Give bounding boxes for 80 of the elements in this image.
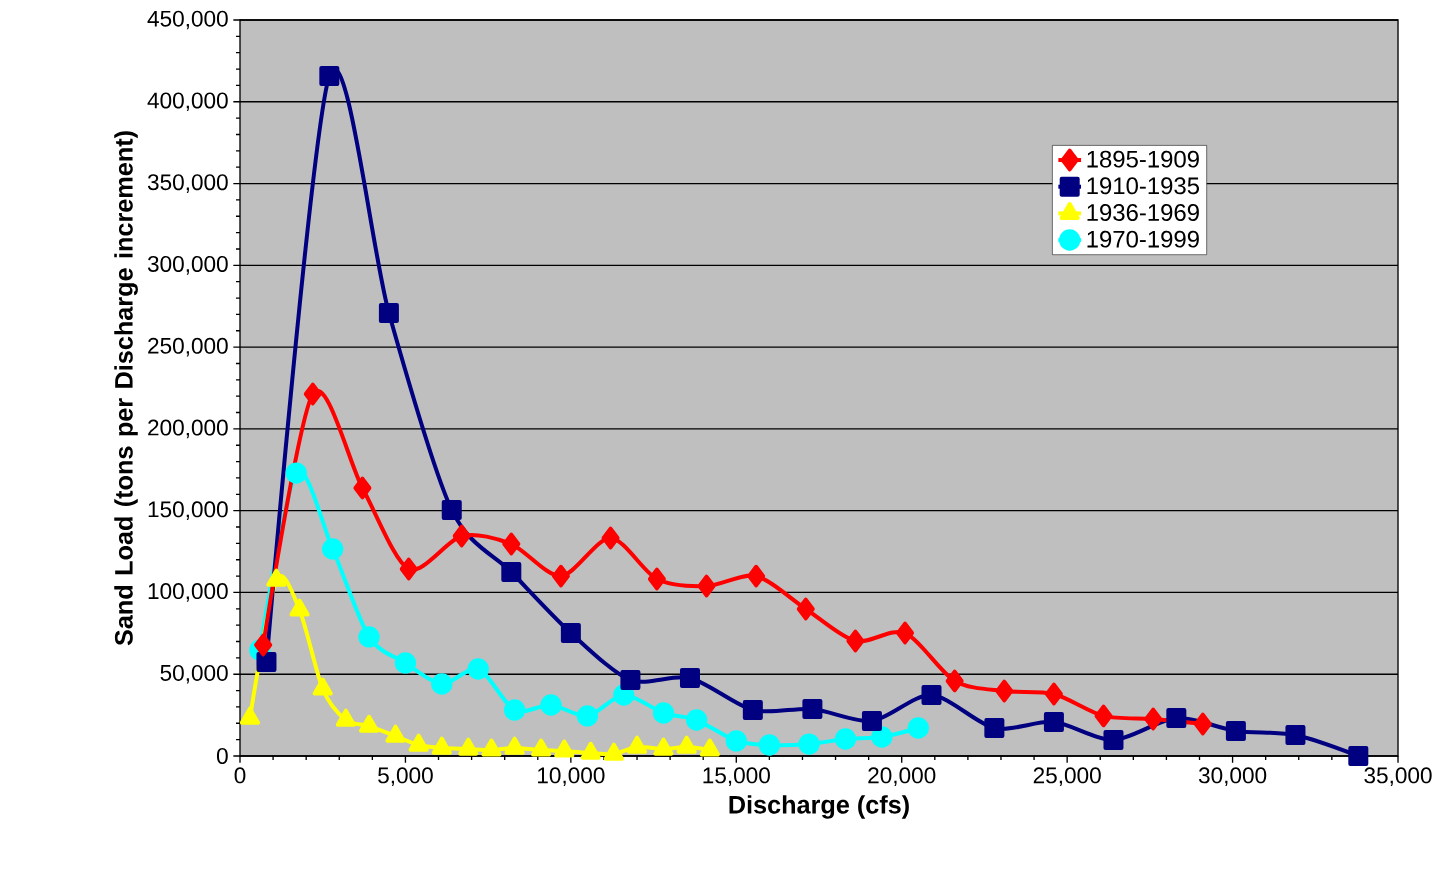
point <box>871 726 893 748</box>
point <box>1225 720 1246 741</box>
point <box>1166 708 1187 729</box>
point <box>452 524 471 548</box>
y-tick-label: 250,000 <box>148 337 228 357</box>
point <box>697 574 716 598</box>
point <box>1044 682 1063 706</box>
point <box>399 557 418 581</box>
y-tick-label: 100,000 <box>148 583 228 602</box>
point <box>679 667 700 688</box>
point <box>503 699 526 721</box>
point <box>560 623 581 644</box>
point <box>1144 707 1163 731</box>
x-tick-label: 25,000 <box>1033 767 1101 787</box>
x-tick-label: 10,000 <box>538 767 605 787</box>
point <box>256 651 277 672</box>
point <box>441 500 462 521</box>
point <box>620 669 641 690</box>
point <box>1193 712 1212 736</box>
point <box>798 733 820 755</box>
point <box>551 564 570 588</box>
point <box>796 597 815 621</box>
point <box>1348 746 1369 766</box>
legend-label: 1895-1909 <box>1087 150 1199 168</box>
point <box>501 562 522 582</box>
y-tick-label: 150,000 <box>148 501 228 520</box>
point <box>358 626 380 648</box>
x-tick-label: 15,000 <box>703 767 770 787</box>
point <box>502 532 521 556</box>
point <box>758 734 781 756</box>
x-tick-label: 5,000 <box>378 767 433 787</box>
legend-label: 1936-1969 <box>1087 204 1199 221</box>
point <box>896 621 915 645</box>
point <box>285 462 307 484</box>
point <box>1043 711 1064 732</box>
point <box>747 564 766 588</box>
point <box>861 711 882 731</box>
point <box>378 302 399 323</box>
point <box>742 700 763 721</box>
point <box>802 699 823 720</box>
y-tick-label: 450,000 <box>147 10 228 30</box>
x-axis-title: Discharge (cfs) <box>729 795 909 819</box>
point <box>846 629 865 653</box>
y-axis-title: Sand Load (tons per Discharge increment) <box>114 131 138 646</box>
y-tick-label: 350,000 <box>147 174 228 193</box>
point <box>394 652 417 674</box>
legend-label: 1910-1935 <box>1087 177 1200 195</box>
point <box>652 702 675 724</box>
point <box>725 730 747 752</box>
point <box>1094 704 1113 728</box>
point <box>467 658 489 680</box>
point <box>945 669 964 693</box>
point <box>685 709 708 731</box>
point <box>254 633 273 657</box>
x-tick-label: 35,000 <box>1364 767 1432 787</box>
x-tick-label: 0 <box>234 767 246 784</box>
point <box>834 728 857 750</box>
y-tick-label: 300,000 <box>147 256 228 275</box>
y-tick-label: 400,000 <box>147 92 228 112</box>
point <box>984 718 1005 739</box>
y-tick-label: 200,000 <box>148 419 228 439</box>
point <box>1103 729 1124 750</box>
point <box>647 567 666 591</box>
point <box>540 694 562 716</box>
point <box>907 717 929 739</box>
x-tick-label: 30,000 <box>1198 767 1267 787</box>
point <box>921 684 942 705</box>
point <box>576 705 599 727</box>
point <box>321 538 344 560</box>
point <box>303 382 322 406</box>
x-tick-label: 20,000 <box>868 767 936 787</box>
point <box>601 526 620 550</box>
point <box>1285 725 1306 746</box>
point <box>995 679 1014 703</box>
legend-label: 1970-1999 <box>1087 230 1199 248</box>
point <box>353 476 372 500</box>
point <box>431 673 453 695</box>
y-tick-label: 50,000 <box>160 664 228 684</box>
y-tick-label: 0 <box>216 748 228 764</box>
point <box>319 66 340 87</box>
